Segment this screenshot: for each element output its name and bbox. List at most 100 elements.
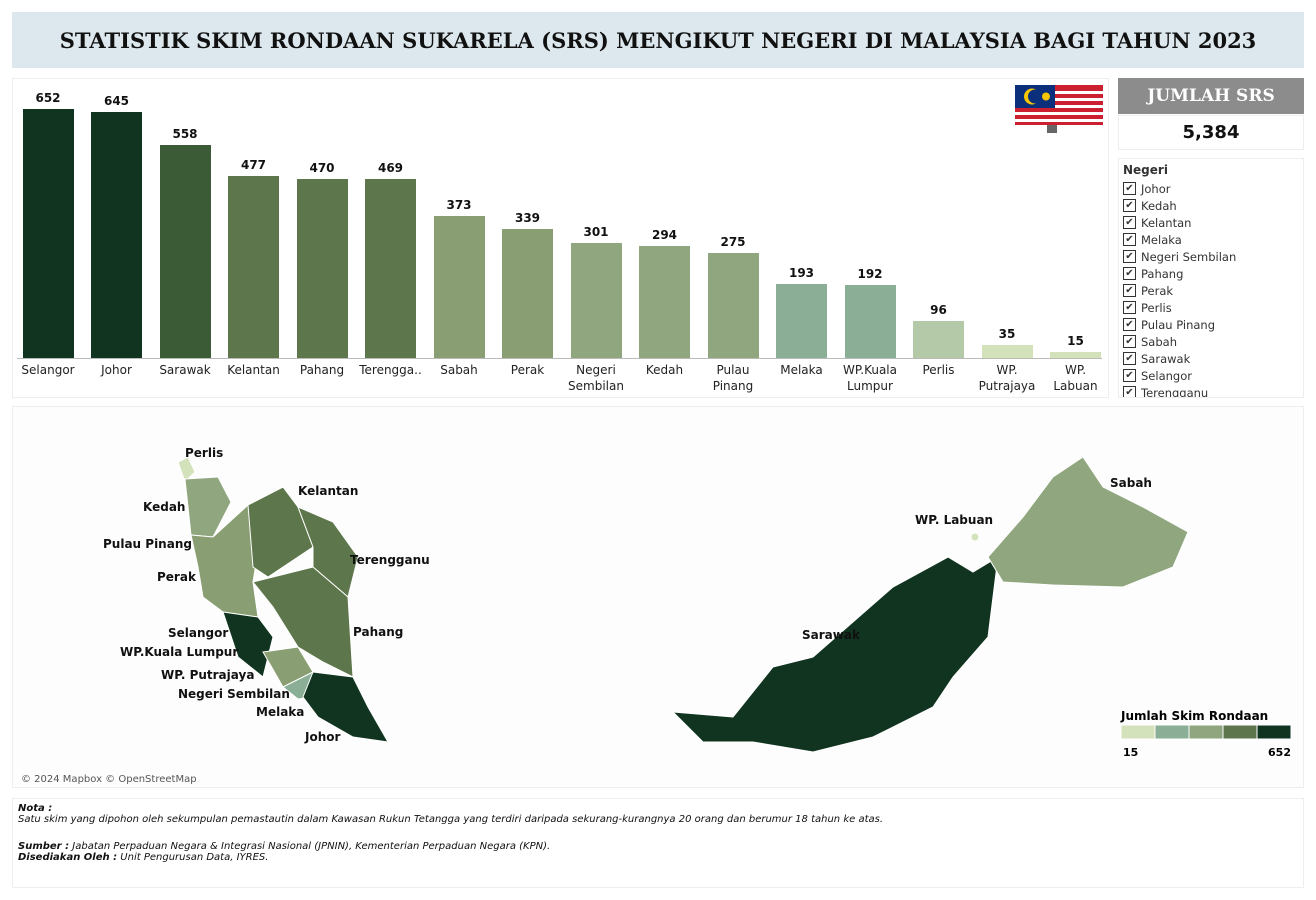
map-label: Sarawak — [802, 628, 861, 642]
flag — [1015, 85, 1103, 133]
checkbox[interactable]: ✔ — [1123, 284, 1136, 297]
map-label: Johor — [304, 730, 340, 744]
checkbox[interactable]: ✔ — [1123, 301, 1136, 314]
value-label: 96 — [930, 303, 947, 318]
checkbox[interactable]: ✔ — [1123, 318, 1136, 331]
category-label: Sarawak — [159, 363, 211, 377]
value-label: 477 — [240, 157, 267, 172]
bar — [981, 344, 1033, 358]
category-label: Negeri Sembilan — [568, 363, 624, 393]
value-label: 192 — [857, 266, 883, 281]
filter-label[interactable]: Kelantan — [1141, 215, 1192, 230]
checkbox[interactable]: ✔ — [1123, 233, 1136, 246]
kpi-title: JUMLAH SRS — [1118, 78, 1304, 114]
checkbox[interactable]: ✔ — [1123, 267, 1136, 280]
category-label: Kedah — [645, 363, 684, 377]
filter-label[interactable]: Terengganu — [1141, 385, 1209, 398]
value-label: 294 — [651, 227, 678, 242]
disediakan-label: Disediakan Oleh : — [18, 852, 118, 863]
checkbox[interactable]: ✔ — [1123, 182, 1136, 195]
category-label: Johor — [101, 363, 132, 377]
value-label: 339 — [514, 210, 541, 225]
bar — [776, 284, 827, 358]
filter-item[interactable]: ✔ Perlis — [1123, 299, 1299, 316]
filter-item[interactable]: ✔ Pulau Pinang — [1123, 316, 1299, 333]
category-label: Pahang — [299, 363, 345, 377]
value-label: 652 — [35, 91, 61, 105]
filter-label[interactable]: Kedah — [1141, 198, 1177, 213]
bar — [365, 178, 416, 358]
bar — [502, 228, 553, 358]
sumber-text: Jabatan Perpaduan Negara & Integrasi Nas… — [72, 841, 551, 852]
bar — [707, 252, 759, 358]
notes: Nota : Satu skim yang dipohon oleh sekum… — [12, 798, 1304, 888]
map-label: Kedah — [143, 500, 185, 514]
value-label: 558 — [172, 126, 198, 141]
category-label: Kelantan — [227, 363, 280, 377]
value-label: 15 — [1067, 334, 1084, 349]
map-label: Perlis — [185, 446, 223, 460]
filter-label[interactable]: Pahang — [1141, 266, 1184, 281]
filter-item[interactable]: ✔ Terengganu — [1123, 384, 1299, 398]
category-label: Perak — [510, 363, 545, 377]
map: Perlis Kedah Pulau Pinang Perak Kelantan Tere… — [12, 406, 1304, 788]
category-label: Sabah — [440, 363, 478, 377]
bar — [639, 245, 690, 358]
nota-text: Satu skim yang dipohon oleh sekumpulan p… — [18, 814, 884, 825]
filter-label[interactable]: Perak — [1141, 283, 1174, 298]
filter-item[interactable]: ✔ Sabah — [1123, 333, 1299, 350]
category-label: Terengga.. — [359, 363, 422, 377]
category-label: WP. Labuan — [1053, 363, 1098, 393]
filter-item[interactable]: ✔ Selangor — [1123, 367, 1299, 384]
filter-label[interactable]: Sarawak — [1141, 351, 1191, 366]
legend-min: 15 — [1123, 746, 1138, 759]
value-label: 301 — [583, 225, 609, 240]
bar — [1050, 352, 1101, 358]
checkbox[interactable]: ✔ — [1123, 369, 1136, 382]
legend-title: Jumlah Skim Rondaan — [1120, 709, 1268, 723]
filter-item[interactable]: ✔ Kelantan — [1123, 214, 1299, 231]
map-label: Kelantan — [298, 484, 358, 498]
map-label: WP. Putrajaya — [161, 668, 254, 682]
filter-item[interactable]: ✔ Perak — [1123, 282, 1299, 299]
filter-item[interactable]: ✔ Melaka — [1123, 231, 1299, 248]
filter-item[interactable]: ✔ Sarawak — [1123, 350, 1299, 367]
sumber-label: Sumber : — [18, 841, 70, 852]
bar — [844, 284, 896, 358]
filter-item[interactable]: ✔ Kedah — [1123, 197, 1299, 214]
checkbox[interactable]: ✔ — [1123, 386, 1136, 397]
category-label: Melaka — [780, 363, 823, 377]
filter-label[interactable]: Johor — [1141, 181, 1171, 196]
value-label: 470 — [309, 160, 335, 175]
filter-label[interactable]: Pulau Pinang — [1141, 317, 1216, 332]
kpi-value: 5,384 — [1118, 115, 1304, 150]
checkbox[interactable]: ✔ — [1123, 216, 1136, 229]
checkbox[interactable]: ✔ — [1123, 199, 1136, 212]
filter-item[interactable]: ✔ Pahang — [1123, 265, 1299, 282]
bar — [913, 321, 964, 358]
checkbox[interactable]: ✔ — [1123, 352, 1136, 365]
map-label: Selangor — [168, 626, 228, 640]
filter-item[interactable]: ✔ Johor — [1123, 180, 1299, 197]
filter-item[interactable]: ✔ Negeri Sembilan — [1123, 248, 1299, 265]
bar — [570, 243, 622, 358]
filter-label[interactable]: Melaka — [1141, 232, 1182, 247]
filter-label[interactable]: Selangor — [1141, 368, 1192, 383]
bar — [228, 175, 279, 358]
legend-max: 652 — [1268, 746, 1291, 759]
nota-label: Nota : — [18, 803, 53, 814]
legend-swatch — [1188, 724, 1224, 740]
filter-label[interactable]: Sabah — [1141, 334, 1177, 349]
map-label: Sabah — [1110, 476, 1152, 490]
checkbox[interactable]: ✔ — [1123, 250, 1136, 263]
filter-label[interactable]: Perlis — [1141, 300, 1172, 315]
checkbox[interactable]: ✔ — [1123, 335, 1136, 348]
value-label: 645 — [103, 93, 130, 108]
filter-label[interactable]: Negeri Sembilan — [1141, 249, 1237, 264]
map-label: WP. Labuan — [915, 513, 993, 527]
category-label: Perlis — [922, 363, 955, 377]
disediakan-text: Unit Pengurusan Data, IYRES. — [120, 852, 269, 863]
value-label: 373 — [446, 197, 472, 212]
legend-swatch — [1120, 724, 1156, 740]
